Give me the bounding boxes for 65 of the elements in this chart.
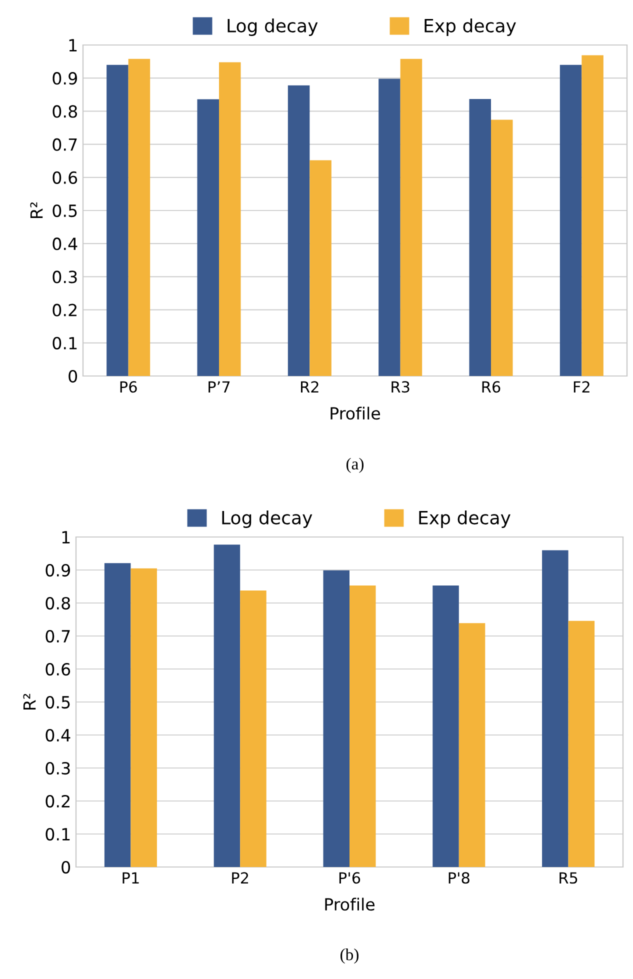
bar [432,586,459,867]
y-tick-label: 0.3 [46,762,70,775]
x-axis-title: Profile [330,406,380,420]
bar [310,160,332,376]
y-tick-label: 0.7 [52,138,77,151]
x-axis-title: Profile [325,898,375,911]
bar [491,120,513,376]
bar [469,98,491,376]
legend-label: Log decay [222,510,312,528]
y-tick-label: 0.4 [52,238,78,250]
text: (b) [340,948,358,964]
x-tick-label: R5 [560,872,578,884]
x-tick-label: R6 [482,381,500,393]
bar [323,570,350,867]
y-tick-label: 1 [62,531,70,544]
y-tick-label: 0 [68,370,78,383]
legend-label: Exp decay [424,18,516,36]
y-tick-label: 0.9 [46,564,70,577]
y-tick-label: 0.9 [52,72,77,85]
x-tick-label: P1 [122,872,139,884]
bar [542,550,568,867]
y-tick-label: 0.4 [46,728,70,742]
y-tick-label: 0.2 [52,304,76,316]
x-tick-label: P'8 [448,872,470,884]
bar [400,58,422,376]
y-tick-label: 0.7 [46,630,70,643]
bar [568,620,595,867]
bar [288,85,310,376]
bar [130,568,157,867]
y-tick-label: 0.5 [52,204,77,218]
bar [219,62,241,376]
x-tick-label: R2 [301,381,318,392]
bar [214,544,240,867]
bar [560,64,582,376]
x-tick-label: F2 [574,381,590,392]
x-tick-label: R3 [392,381,410,393]
y-tick-label: 1 [69,39,77,52]
y-tick-label: 0.5 [46,696,70,709]
y-tick-label: 0.6 [52,171,78,184]
x-tick-label: P6 [120,381,137,393]
y-axis-title: R² [23,694,36,710]
y-tick-label: 0.3 [52,270,77,284]
bar [240,590,266,867]
y-tick-label: 0.8 [46,596,70,610]
bar [197,99,219,376]
bar [104,563,131,867]
y-tick-label: 0.2 [46,794,70,808]
y-tick-label: 0.1 [52,336,77,350]
y-tick-label: 0 [62,860,70,874]
bar [106,64,128,376]
y-axis-title: R² [30,202,43,218]
y-tick-label: 0.6 [46,662,70,676]
x-tick-label: P'6 [339,872,360,884]
x-tick-label: P’7 [208,381,230,392]
bar [128,58,150,376]
x-tick-label: P2 [232,872,248,884]
y-tick-label: 0.1 [46,828,70,841]
y-tick-label: 0.8 [52,105,77,118]
text: (a) [346,458,364,473]
legend-label: Log decay [228,18,318,36]
bar [582,55,604,376]
bar [378,78,400,376]
bar [350,586,376,867]
bar [458,623,486,867]
legend-label: Exp decay [419,510,510,528]
